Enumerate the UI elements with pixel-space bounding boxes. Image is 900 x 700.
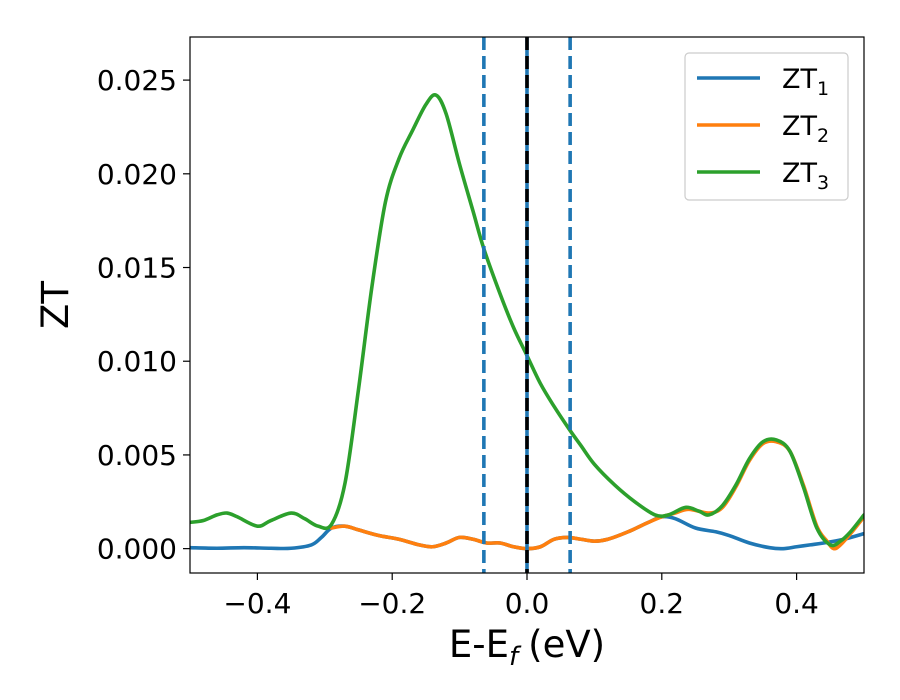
reference-lines xyxy=(482,37,572,573)
x-axis-title-main: E-E xyxy=(449,623,509,666)
y-tick-label: 0.010 xyxy=(97,345,177,378)
y-tick-label: 0.000 xyxy=(97,533,177,566)
legend: ZT1 ZT2 ZT3 xyxy=(684,52,849,201)
y-tick-label: 0.020 xyxy=(97,158,177,191)
legend-label-zt1: ZT1 xyxy=(782,64,829,100)
legend-label-zt2: ZT2 xyxy=(782,111,829,147)
x-tick-label: 0.2 xyxy=(640,587,685,620)
x-axis-title-unit: (eV) xyxy=(528,623,605,666)
series-group xyxy=(190,93,864,551)
legend-box xyxy=(684,52,849,201)
y-tick-label: 0.005 xyxy=(97,439,177,472)
series-line-zt3 xyxy=(190,93,864,548)
x-tick-label: 0.4 xyxy=(774,587,819,620)
x-axis-ticks: −0.4 −0.2 0.0 0.2 0.4 xyxy=(223,573,819,620)
legend-label-zt3: ZT3 xyxy=(782,158,829,194)
x-tick-label: −0.2 xyxy=(358,587,426,620)
x-axis-title: E-Ef (eV) xyxy=(449,623,605,672)
y-tick-label: 0.015 xyxy=(97,252,177,285)
plot-area xyxy=(190,37,864,573)
x-tick-label: −0.4 xyxy=(223,587,291,620)
y-tick-label: 0.025 xyxy=(97,64,177,97)
y-axis-ticks: 0.000 0.005 0.010 0.015 0.020 0.025 xyxy=(97,64,190,566)
x-tick-label: 0.0 xyxy=(505,587,550,620)
y-axis-title: ZT xyxy=(34,281,77,329)
